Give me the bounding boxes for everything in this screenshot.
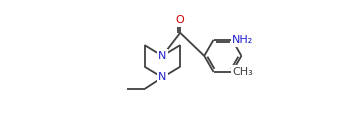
Text: N: N: [158, 51, 167, 61]
Text: NH₂: NH₂: [232, 35, 254, 45]
Text: O: O: [176, 15, 185, 25]
Text: CH₃: CH₃: [233, 67, 254, 77]
Text: N: N: [158, 72, 167, 82]
